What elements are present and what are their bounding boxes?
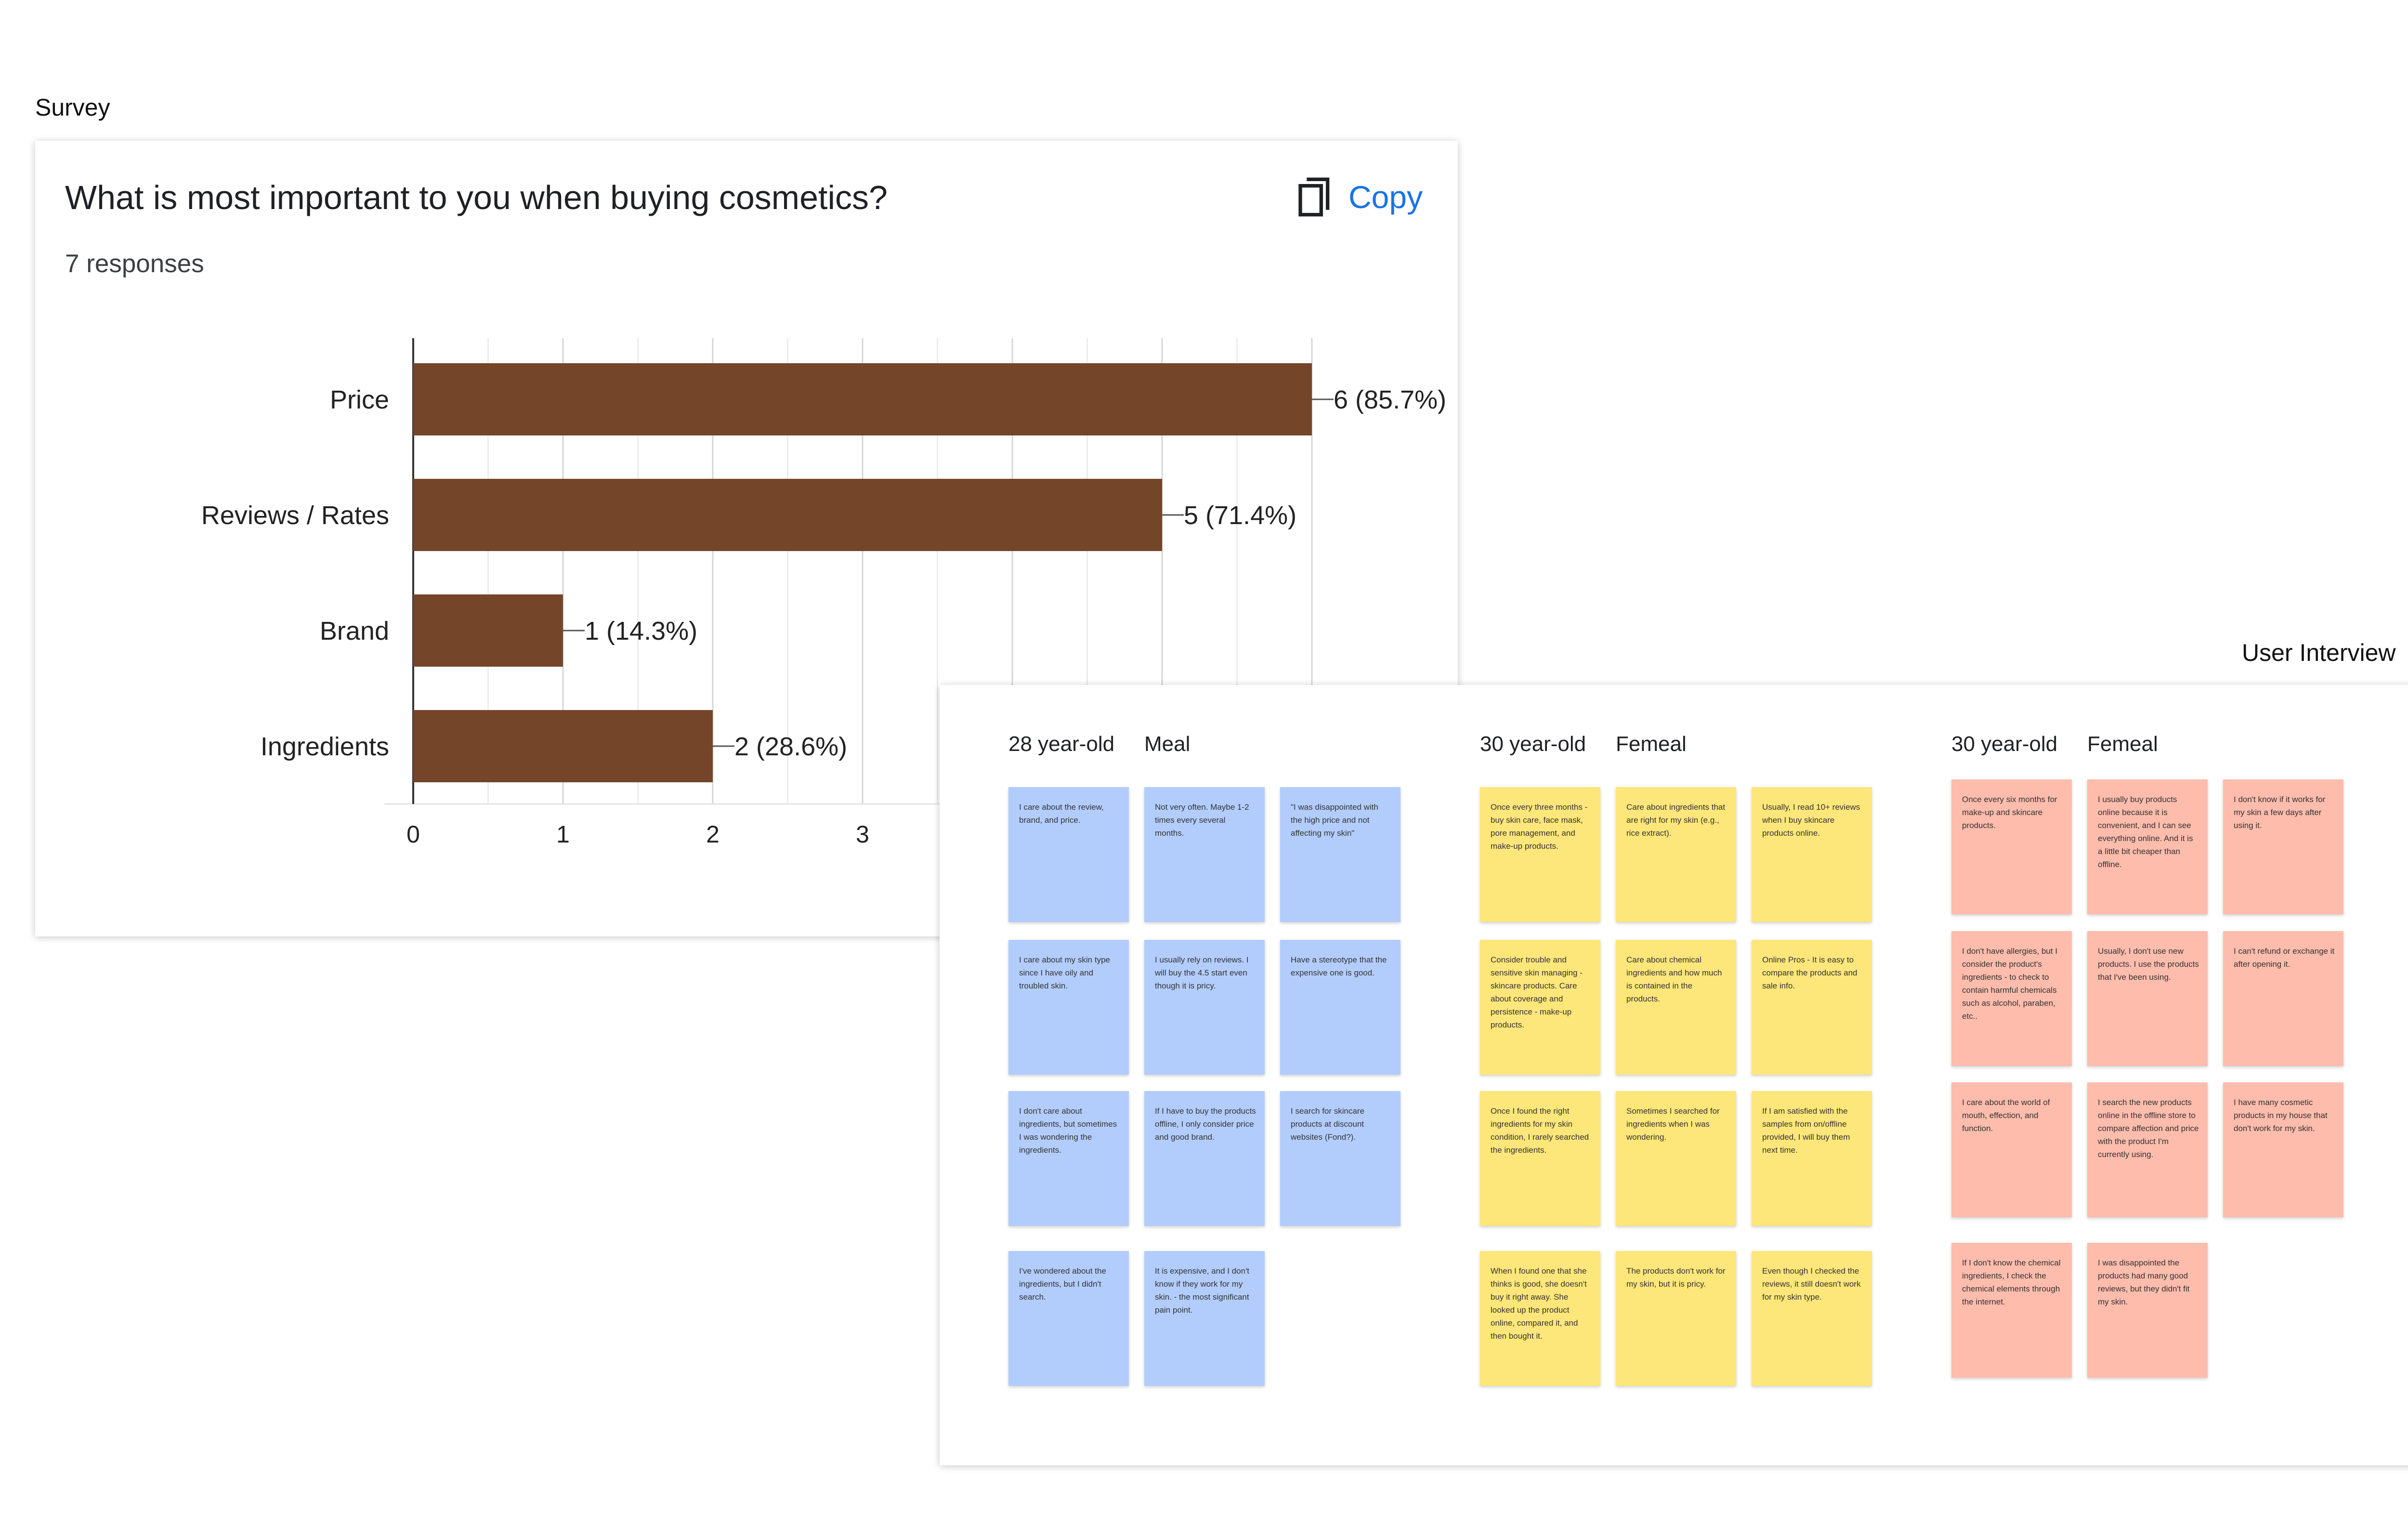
survey-summary-card: What is most important to you when buyin… (35, 141, 1458, 936)
sticky-note[interactable]: I search the new products online in the … (2087, 1082, 2208, 1217)
sticky-note[interactable]: It is expensive, and I don't know if the… (1144, 1251, 1265, 1386)
category-label: Price (330, 385, 389, 414)
sticky-note[interactable]: I've wondered about the ingredients, but… (1008, 1251, 1129, 1386)
bar (413, 710, 713, 782)
sticky-note[interactable]: I care about the review, brand, and pric… (1008, 787, 1129, 922)
value-label: 2 (28.6%) (734, 732, 847, 761)
sticky-note[interactable]: Usually, I don't use new products. I use… (2087, 931, 2208, 1066)
copy-label: Copy (1348, 179, 1423, 215)
participant-age: 28 year-old (1008, 732, 1115, 756)
x-tick-label: 0 (406, 821, 420, 848)
sticky-note[interactable]: Even though I checked the reviews, it st… (1752, 1251, 1872, 1386)
question-title: What is most important to you when buyin… (65, 179, 888, 216)
sticky-note[interactable]: Once every six months for make-up and sk… (1951, 779, 2072, 914)
response-count: 7 responses (65, 250, 204, 278)
sticky-note[interactable]: "I was disappointed with the high price … (1280, 787, 1400, 922)
user-interview-board: 28 year-old Meal I care about the review, … (940, 685, 2408, 1465)
value-label: 5 (71.4%) (1184, 501, 1296, 530)
sticky-note[interactable]: Care about chemical ingredients and how … (1616, 940, 1736, 1075)
sticky-note[interactable]: If I don't know the chemical ingredients… (1951, 1243, 2072, 1378)
value-label: 1 (14.3%) (585, 617, 697, 645)
x-tick-label: 1 (556, 821, 570, 848)
copy-chart-button[interactable]: Copy (1296, 171, 1423, 224)
survey-section-label: Survey (35, 94, 110, 121)
sticky-note[interactable]: I search for skincare products at discou… (1280, 1091, 1400, 1226)
sticky-note[interactable]: I was disappointed the products had many… (2087, 1243, 2208, 1378)
sticky-note[interactable]: When I found one that she thinks is good… (1480, 1251, 1600, 1386)
participant-age: 30 year-old (1951, 732, 2058, 756)
sticky-note[interactable]: I don't know if it works for my skin a f… (2223, 779, 2343, 914)
sticky-note[interactable]: Not very often. Maybe 1-2 times every se… (1144, 787, 1265, 922)
category-label: Reviews / Rates (201, 501, 389, 530)
sticky-note[interactable]: If I have to buy the products offline, I… (1144, 1091, 1265, 1226)
sticky-note[interactable]: I don't have allergies, but I consider t… (1951, 931, 2072, 1066)
sticky-note[interactable]: Consider trouble and sensitive skin mana… (1480, 940, 1600, 1075)
sticky-note[interactable]: The products don't work for my skin, but… (1616, 1251, 1736, 1386)
sticky-note[interactable]: I have many cosmetic products in my hous… (2223, 1082, 2343, 1217)
sticky-note[interactable]: I usually buy products online because it… (2087, 779, 2208, 914)
participant-gender: Femeal (1616, 732, 1687, 756)
sticky-note[interactable]: Online Pros - It is easy to compare the … (1752, 940, 1872, 1075)
sticky-note[interactable]: Sometimes I searched for ingredients whe… (1616, 1091, 1736, 1226)
participant-gender: Femeal (2087, 732, 2158, 756)
sticky-note[interactable]: Once I found the right ingredients for m… (1480, 1091, 1600, 1226)
sticky-note[interactable]: I don't care about ingredients, but some… (1008, 1091, 1129, 1226)
participant-age: 30 year-old (1480, 732, 1586, 756)
value-label: 6 (85.7%) (1334, 385, 1446, 414)
bar (413, 594, 563, 667)
bar (413, 479, 1162, 551)
sticky-note[interactable]: I usually rely on reviews. I will buy th… (1144, 940, 1265, 1075)
participant-gender: Meal (1144, 732, 1191, 756)
user-interview-section-label: User Interview (2242, 639, 2396, 666)
sticky-note[interactable]: Usually, I read 10+ reviews when I buy s… (1752, 787, 1872, 922)
category-label: Brand (320, 617, 389, 645)
bar (413, 363, 1312, 435)
sticky-note[interactable]: I care about the world of mouth, effecti… (1951, 1082, 2072, 1217)
x-tick-label: 3 (856, 821, 869, 848)
sticky-note[interactable]: If I am satisfied with the samples from … (1752, 1091, 1872, 1226)
copy-icon (1298, 177, 1330, 217)
x-tick-label: 2 (706, 821, 720, 848)
sticky-note[interactable]: Care about ingredients that are right fo… (1616, 787, 1736, 922)
category-label: Ingredients (261, 732, 389, 761)
sticky-note[interactable]: Once every three months - buy skin care,… (1480, 787, 1600, 922)
sticky-note[interactable]: I care about my skin type since I have o… (1008, 940, 1129, 1075)
sticky-note[interactable]: I can't refund or exchange it after open… (2223, 931, 2343, 1066)
sticky-note[interactable]: Have a stereotype that the expensive one… (1280, 940, 1400, 1075)
bar-chart: Price 6 (85.7%) Reviews / Rates 5 (71.4%) Br… (201, 338, 1446, 848)
